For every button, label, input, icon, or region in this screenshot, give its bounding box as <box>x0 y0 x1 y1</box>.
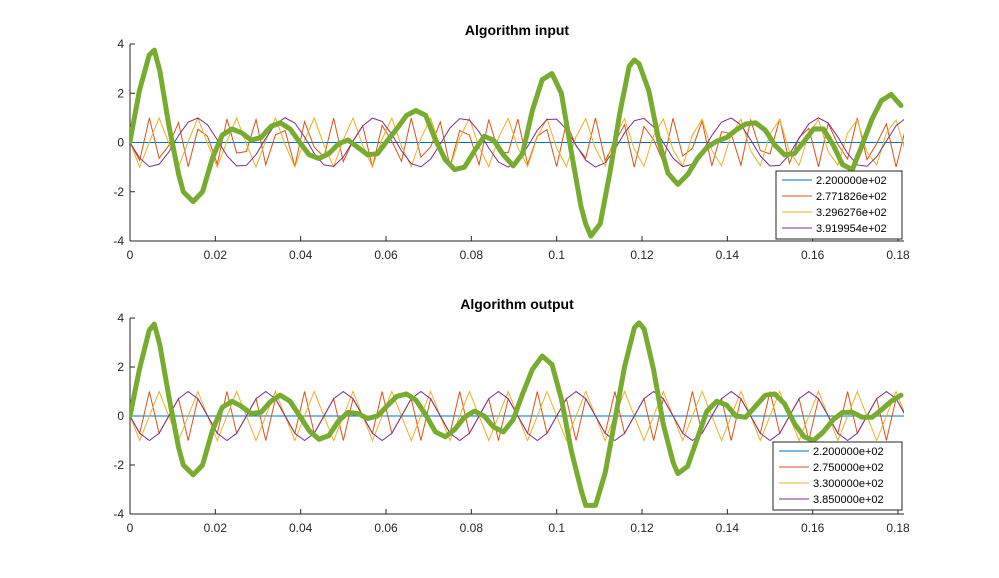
y-tick-label: 0 <box>117 136 124 150</box>
x-tick-label: 0.12 <box>630 521 654 535</box>
legend-label-3: 3.300000e+02 <box>813 478 884 490</box>
input-panel: Algorithm input 0 0.02 0.04 0.06 0.08 0.1 0.12 0… <box>113 22 910 262</box>
y-tick-label: -2 <box>113 458 124 472</box>
x-tick-label: 0.18 <box>886 521 910 535</box>
x-tick-label: 0.02 <box>204 521 228 535</box>
x-tick-label: 0.1 <box>548 521 565 535</box>
output-panel: Algorithm output 0 0.02 0.04 0.06 0.08 0.1 0.12… <box>113 296 910 535</box>
x-tick-label: 0 <box>127 248 134 262</box>
y-tick-label: 4 <box>117 37 124 51</box>
legend: 2.200000e+02 2.750000e+02 3.300000e+02 3.85… <box>772 441 903 511</box>
y-tick-label: 2 <box>117 86 124 100</box>
x-tick-label: 0 <box>127 521 134 535</box>
legend-label-4: 3.919954e+02 <box>816 223 887 235</box>
legend-label-4: 3.850000e+02 <box>813 494 884 506</box>
y-tick-label: 0 <box>117 409 124 423</box>
y-tick-label: 2 <box>117 360 124 374</box>
x-tick-label: 0.04 <box>289 248 313 262</box>
x-tick-label: 0.18 <box>886 248 910 262</box>
x-tick-label: 0.06 <box>374 248 398 262</box>
x-tick-label: 0.04 <box>289 521 313 535</box>
y-tick-label: 4 <box>117 311 124 325</box>
y-tick-label: -4 <box>113 507 124 521</box>
x-tick-label: 0.1 <box>548 248 565 262</box>
x-tick-label: 0.14 <box>716 248 740 262</box>
chart-title: Algorithm output <box>460 296 574 312</box>
chart-title: Algorithm input <box>465 22 570 38</box>
sum-line <box>130 47 904 239</box>
x-tick-label: 0.06 <box>374 521 398 535</box>
x-tick-label: 0.12 <box>630 248 654 262</box>
legend-label-3: 3.296276e+02 <box>816 207 887 219</box>
sum-line <box>130 320 904 508</box>
plot-area <box>130 320 904 508</box>
plot-area <box>130 47 904 239</box>
series-line-3 <box>130 116 904 169</box>
x-tick-label: 0.02 <box>204 248 228 262</box>
x-tick-label: 0.08 <box>460 248 484 262</box>
legend-label-1: 2.200000e+02 <box>813 446 884 458</box>
legend-label-2: 2.750000e+02 <box>813 462 884 474</box>
legend-label-1: 2.200000e+02 <box>816 175 887 187</box>
x-tick-label: 0.14 <box>716 521 740 535</box>
legend: 2.200000e+02 2.771826e+02 3.296276e+02 3.91… <box>775 170 903 240</box>
legend-label-2: 2.771826e+02 <box>816 191 887 203</box>
x-tick-label: 0.16 <box>801 521 825 535</box>
y-tick-label: -2 <box>113 185 124 199</box>
series-line-2 <box>130 117 904 168</box>
x-tick-label: 0.08 <box>460 521 484 535</box>
y-tick-label: -4 <box>113 234 124 248</box>
x-tick-label: 0.16 <box>801 248 825 262</box>
series-line-4 <box>130 390 904 442</box>
